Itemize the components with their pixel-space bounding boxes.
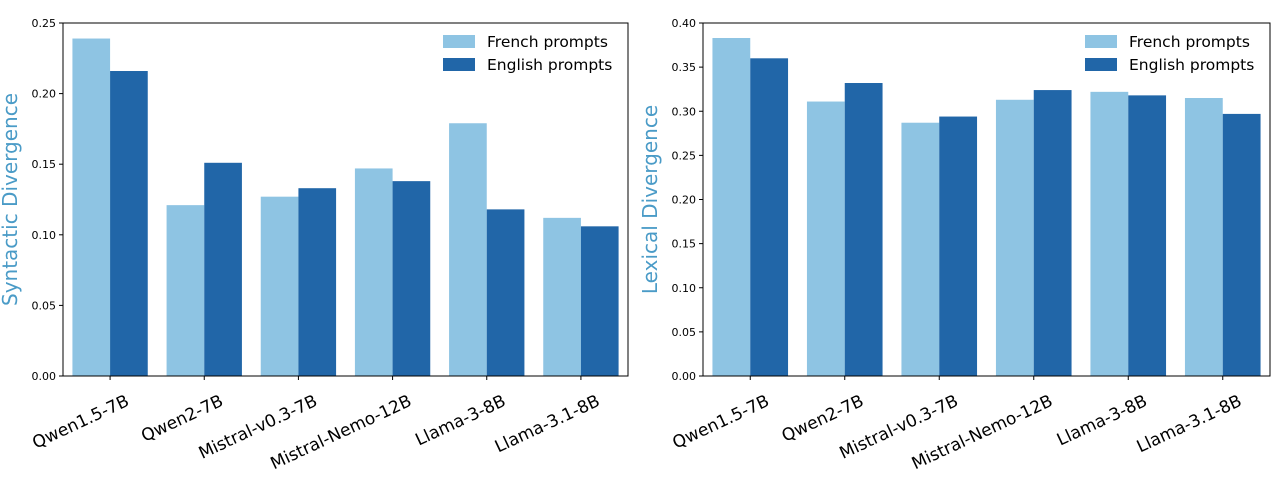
bar-english-0: [750, 58, 789, 377]
y-tick-label: 0.00: [32, 370, 57, 383]
legend: French prompts English prompts: [443, 33, 612, 74]
legend-label-english: English prompts: [1129, 56, 1254, 74]
x-ticks: Qwen1.5-7B Qwen2-7BMistral-v0.3-7BMistral…: [29, 376, 603, 474]
legend: French prompts English prompts: [1085, 33, 1254, 74]
y-tick-label: 0.20: [672, 194, 697, 207]
legend-label-french: French prompts: [1129, 33, 1250, 51]
x-tick-label: Qwen1.5-7B: [29, 391, 132, 453]
y-tick-label: 0.00: [672, 370, 697, 383]
bar-french-3: [354, 168, 393, 376]
bar-french-0: [712, 38, 751, 376]
bar-english-3: [1033, 90, 1072, 376]
bar-english-3: [392, 181, 431, 376]
bar-french-5: [543, 217, 581, 376]
bar-english-5: [580, 226, 619, 376]
y-tick-label: 0.40: [672, 17, 697, 30]
bar-french-2: [260, 196, 299, 376]
legend-swatch-french: [443, 35, 475, 48]
legend-swatch-french: [1085, 35, 1117, 48]
bar-french-0: [72, 38, 111, 376]
y-tick-label: 0.20: [32, 88, 57, 101]
bar-english-2: [298, 188, 337, 376]
x-ticks: Qwen1.5-7B Qwen2-7BMistral-v0.3-7BMistral…: [670, 376, 1245, 474]
bar-french-2: [901, 122, 940, 376]
x-tick-label: Qwen1.5-7B: [670, 391, 773, 453]
bar-french-5: [1184, 98, 1223, 376]
y-tick-label: 0.15: [32, 158, 57, 171]
bar-english-4: [1128, 95, 1167, 377]
plot-frame: [62, 22, 629, 377]
y-tick-label: 0.30: [672, 105, 697, 118]
y-tick-label: 0.15: [672, 238, 697, 251]
x-tick-label: Llama-3.1-8B: [492, 391, 603, 457]
bar-french-4: [1090, 91, 1129, 376]
y-tick-label: 0.10: [672, 282, 697, 295]
legend-swatch-english: [443, 58, 475, 71]
bar-french-1: [806, 101, 845, 376]
y-tick-label: 0.25: [32, 17, 57, 30]
chart-2: 0.00 0.05 0.10 0.15 0.20 0.25 0.30 0.35 0.40 Qwen…: [638, 17, 1271, 474]
bar-english-1: [204, 162, 242, 376]
bar-english-1: [844, 83, 883, 376]
bar-french-4: [449, 123, 487, 376]
bar-english-5: [1222, 113, 1261, 377]
y-ticks: 0.00 0.05 0.10 0.15 0.20 0.25: [32, 17, 63, 383]
y-tick-label: 0.05: [32, 299, 57, 312]
bars: [72, 38, 619, 376]
y-axis-title: Lexical Divergence: [638, 105, 662, 294]
y-ticks: 0.00 0.05 0.10 0.15 0.20 0.25 0.30 0.35 0.40: [672, 17, 703, 383]
bar-english-2: [939, 116, 978, 377]
y-tick-label: 0.05: [672, 326, 697, 339]
x-tick-label: Llama-3.1-8B: [1134, 391, 1245, 457]
legend-label-english: English prompts: [487, 56, 612, 74]
y-axis-title: Syntactic Divergence: [0, 93, 22, 306]
chart-1: 0.00 0.05 0.10 0.15 0.20 0.25 Qwen1.5-7B Qwen2-…: [0, 17, 629, 474]
bars: [712, 38, 1261, 377]
legend-label-french: French prompts: [487, 33, 608, 51]
bar-english-0: [110, 71, 148, 376]
bar-english-4: [486, 209, 525, 376]
y-tick-label: 0.25: [672, 149, 697, 162]
bar-french-1: [166, 205, 205, 376]
bar-french-3: [995, 99, 1034, 376]
y-tick-label: 0.10: [32, 229, 57, 242]
y-tick-label: 0.35: [672, 61, 697, 74]
legend-swatch-english: [1085, 58, 1117, 71]
